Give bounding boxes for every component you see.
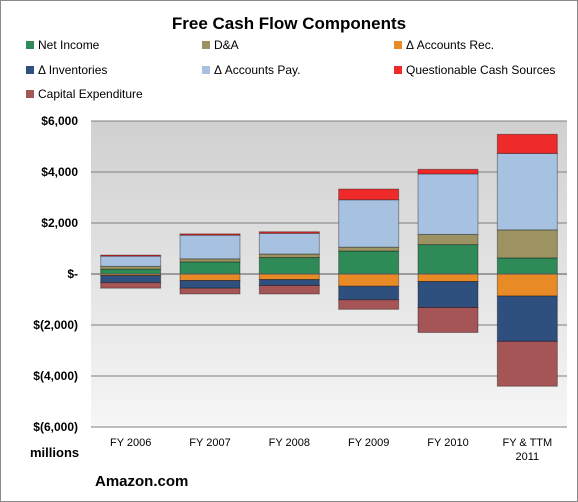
- legend-label: Questionable Cash Sources: [406, 63, 556, 77]
- bar-segment: [258, 232, 320, 255]
- bar-segment: [258, 253, 320, 259]
- bar-segment: [258, 257, 320, 275]
- bar-segment: [338, 285, 400, 301]
- x-tick-label: FY 2006: [110, 437, 151, 449]
- legend-label: Net Income: [38, 38, 100, 52]
- legend-swatch: [394, 41, 402, 49]
- legend-item: Δ Accounts Pay.: [202, 63, 301, 77]
- legend-label: D&A: [214, 38, 239, 52]
- bar-segment: [338, 199, 400, 248]
- bar-segment: [179, 273, 241, 282]
- bar-segment: [417, 168, 479, 175]
- bar-segment: [100, 255, 162, 267]
- legend-label: Δ Inventories: [38, 63, 108, 77]
- bar-segment: [258, 231, 320, 234]
- bar-segment: [100, 268, 162, 275]
- legend-item: Net Income: [26, 38, 99, 52]
- y-tick-label: $4,000: [41, 165, 78, 179]
- bar-segment: [338, 188, 400, 201]
- legend-item: D&A: [202, 38, 239, 52]
- legend-swatch: [26, 66, 34, 74]
- bar-segment: [417, 281, 479, 309]
- legend-swatch: [394, 66, 402, 74]
- bar-segment: [258, 279, 320, 286]
- y-tick-label: $(6,000): [33, 420, 78, 434]
- bar-segment: [100, 282, 162, 289]
- bar-segment: [100, 275, 162, 284]
- legend: Net Income D&A Δ Accounts Rec. Δ Inventorie…: [0, 0, 578, 110]
- x-tick-label: FY & TTM 2011: [502, 437, 552, 463]
- bar-segment: [417, 233, 479, 246]
- legend-swatch: [26, 90, 34, 98]
- x-tick-label: FY 2008: [269, 437, 310, 449]
- legend-label: Δ Accounts Rec.: [406, 38, 495, 52]
- legend-item: Δ Accounts Rec.: [394, 38, 494, 52]
- bar-segment: [496, 340, 558, 387]
- legend-item: Capital Expenditure: [26, 87, 143, 101]
- chart-title: Free Cash Flow Components: [171, 14, 407, 33]
- legend-item: Questionable Cash Sources: [394, 63, 555, 77]
- y-tick-label: $6,000: [41, 114, 78, 128]
- bar-segment: [496, 133, 558, 154]
- bar-segment: [496, 229, 558, 259]
- y-axis-unit: millions: [30, 445, 80, 460]
- bar-segment: [496, 152, 558, 231]
- legend-item: Δ Inventories: [26, 63, 107, 77]
- bar-segment: [338, 246, 400, 252]
- x-tick-label: FY 2007: [189, 437, 230, 449]
- y-tick-label: $(2,000): [33, 318, 78, 332]
- legend-swatch: [26, 41, 34, 49]
- legend-label: Δ Accounts Pay.: [214, 63, 301, 77]
- bar-segment: [100, 254, 162, 257]
- bar-segment: [258, 284, 320, 295]
- bar-segment: [417, 244, 479, 275]
- bar-segment: [496, 295, 558, 342]
- legend-label: Capital Expenditure: [38, 87, 143, 101]
- y-tick-label: $2,000: [41, 216, 78, 230]
- bar-segment: [417, 273, 479, 283]
- y-tick-label: $(4,000): [33, 369, 78, 383]
- y-tick-label: $-: [67, 267, 78, 281]
- bar-segment: [496, 257, 558, 275]
- x-tick-label: FY 2010: [427, 437, 468, 449]
- legend-swatch: [202, 41, 210, 49]
- bar-segment: [496, 273, 558, 297]
- bar-segment: [179, 280, 241, 289]
- bar-segment: [179, 234, 241, 260]
- bar-segment: [417, 173, 479, 235]
- bar-segment: [179, 233, 241, 236]
- bar-segment: [338, 273, 400, 287]
- bar-segment: [417, 307, 479, 333]
- source-label: Amazon.com: [95, 473, 189, 490]
- bar-segment: [338, 299, 400, 310]
- bar-segment: [179, 287, 241, 295]
- bar-segment: [258, 273, 320, 281]
- bar-segment: [338, 250, 400, 275]
- bar-segment: [179, 261, 241, 275]
- legend-swatch: [202, 66, 210, 74]
- x-tick-label: FY 2009: [348, 437, 389, 449]
